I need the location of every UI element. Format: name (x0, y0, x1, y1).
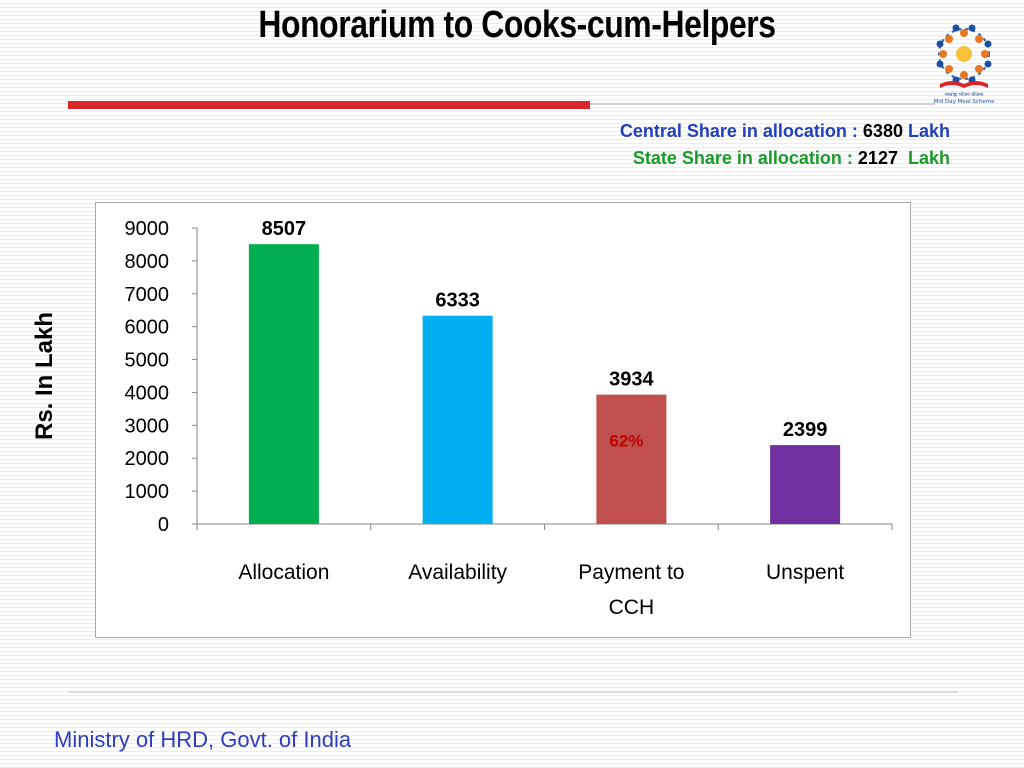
y-tick-label: 1000 (125, 481, 170, 503)
x-category-label: Availability (408, 561, 507, 584)
central-share-value: 6380 (862, 121, 903, 141)
mid-day-meal-logo-icon: मध्याह्न भोजन योजना Mid Day Meal Scheme (928, 16, 1000, 106)
footer-text: Ministry of HRD, Govt. of India (54, 727, 352, 752)
y-tick-label: 5000 (125, 350, 170, 372)
title-underline-red (68, 101, 590, 109)
data-label: 6333 (435, 290, 480, 312)
y-tick-label: 9000 (125, 218, 170, 240)
central-share-line: Central Share in allocation : 6380 Lakh (620, 118, 950, 145)
x-category-label: Payment to (578, 561, 684, 584)
y-tick-label: 6000 (125, 317, 170, 339)
bar-chart: 0 1000 2000 3000 4000 5000 6000 7000 8000 9000 850… (125, 218, 893, 619)
logo-caption: Mid Day Meal Scheme (933, 99, 995, 105)
state-share-value: 2127 (857, 148, 898, 168)
x-category-label: Unspent (766, 561, 844, 584)
x-category-label: CCH (609, 596, 655, 619)
data-label: 3934 (609, 369, 654, 391)
footer-divider (68, 691, 958, 693)
bar-annotation: 62% (609, 432, 643, 451)
y-tick-label: 4000 (125, 382, 170, 404)
bar-unspent (770, 445, 841, 524)
bar-payment-to-cch (596, 394, 667, 524)
y-axis-label: Rs. In Lakh (31, 311, 58, 441)
data-label: 8507 (262, 218, 307, 240)
allocation-shares: Central Share in allocation : 6380 Lakh … (620, 118, 950, 172)
title-underline-grey (590, 103, 935, 105)
logo-caption-hindi: मध्याह्न भोजन योजना (945, 91, 984, 98)
y-tick-label: 2000 (125, 448, 170, 470)
y-tick-label: 8000 (125, 251, 170, 273)
central-share-unit: Lakh (907, 121, 950, 141)
y-tick-label: 0 (158, 514, 169, 536)
y-tick-label: 3000 (125, 415, 170, 437)
state-share-label: State Share in allocation : (632, 148, 858, 168)
bar-allocation (248, 244, 319, 524)
state-share-unit: Lakh (907, 148, 950, 168)
data-label: 2399 (783, 419, 828, 441)
bar-availability (422, 315, 493, 524)
state-share-line: State Share in allocation : 2127 Lakh (620, 145, 950, 172)
y-tick-label: 7000 (125, 284, 170, 306)
x-category-label: Allocation (238, 561, 329, 584)
central-share-label: Central Share in allocation : (619, 121, 863, 141)
page-title: Honorarium to Cooks-cum-Helpers (258, 4, 776, 46)
chart-frame: 0 1000 2000 3000 4000 5000 6000 7000 8000 9000 850… (95, 202, 911, 638)
